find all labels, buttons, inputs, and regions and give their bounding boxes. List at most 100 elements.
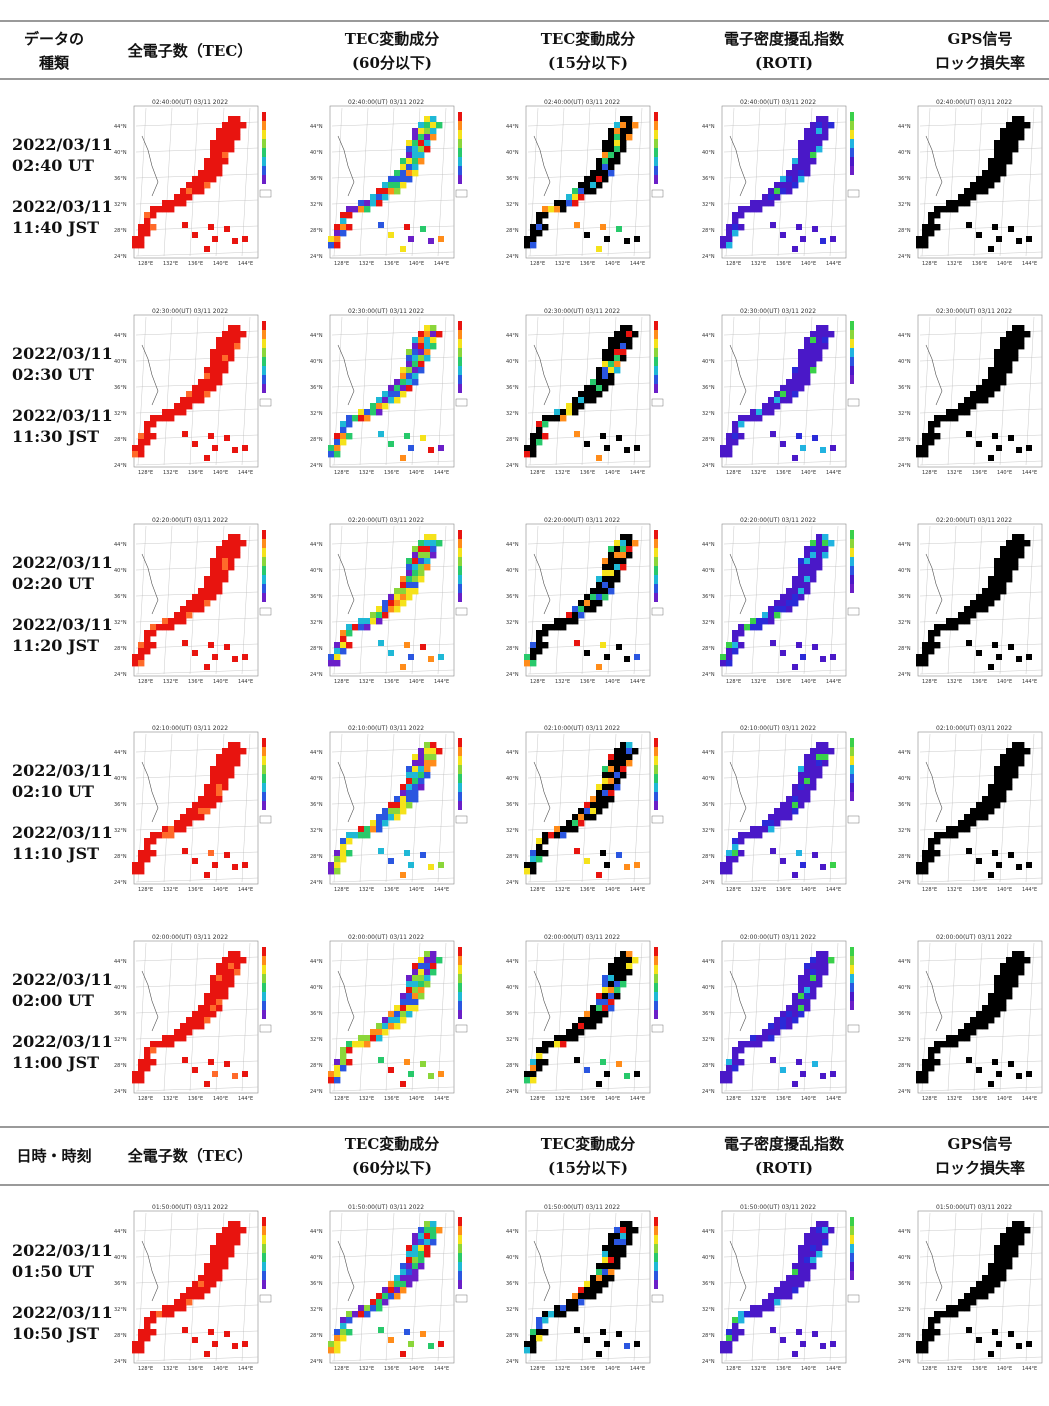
colorbar-swatch xyxy=(458,566,462,575)
data-cell xyxy=(970,606,977,613)
data-cell xyxy=(608,1269,615,1276)
colorbar-swatch xyxy=(850,765,854,774)
data-cell xyxy=(192,858,198,864)
data-cell xyxy=(412,373,419,380)
data-cell xyxy=(916,1347,923,1354)
data-cell xyxy=(976,600,983,607)
lat-label: 44°N xyxy=(114,959,127,965)
data-cell xyxy=(602,564,609,571)
data-cell xyxy=(376,612,383,619)
colorbar-swatch xyxy=(850,112,854,121)
lat-label: 28°N xyxy=(702,854,715,860)
data-cell xyxy=(222,784,229,791)
data-cell xyxy=(822,951,829,958)
data-cell xyxy=(584,600,591,607)
data-cell xyxy=(626,1233,633,1240)
mid-header-bottom-rule xyxy=(0,1184,1049,1186)
lat-label: 40°N xyxy=(310,1255,323,1261)
data-cell xyxy=(418,570,425,577)
colorbar-swatch xyxy=(458,321,462,330)
data-cell xyxy=(400,379,407,386)
data-cell xyxy=(1000,379,1007,386)
data-cell xyxy=(204,246,210,252)
data-cell xyxy=(994,140,1001,147)
data-cell xyxy=(958,820,965,827)
data-cell xyxy=(406,1257,413,1264)
data-cell xyxy=(334,654,341,661)
data-cell xyxy=(994,349,1001,356)
data-cell xyxy=(732,1323,739,1330)
data-cell xyxy=(234,1221,241,1228)
data-cell xyxy=(798,993,805,1000)
data-cell xyxy=(768,826,775,833)
data-cell xyxy=(334,242,341,249)
data-cell xyxy=(976,1011,983,1018)
data-cell xyxy=(210,778,217,785)
data-cell xyxy=(412,552,419,559)
data-cell xyxy=(132,451,139,458)
header-tec: 全電子数（TEC） xyxy=(127,1147,253,1165)
data-cell xyxy=(364,1041,371,1048)
data-cell xyxy=(1000,134,1007,141)
parallel-line xyxy=(135,199,259,205)
data-cell xyxy=(1006,1239,1013,1246)
meridian-line xyxy=(241,733,251,883)
data-cell xyxy=(584,1017,591,1024)
data-cell xyxy=(786,391,793,398)
data-cell xyxy=(596,588,603,595)
data-cell xyxy=(934,206,941,213)
lat-label: 28°N xyxy=(702,228,715,234)
data-cell xyxy=(1012,140,1019,147)
data-cell xyxy=(792,1011,799,1018)
data-cell xyxy=(590,379,597,386)
lon-label: 140°E xyxy=(409,470,424,475)
map-panel-lock: 02:40:00(UT) 03/11 2022 44°N 40°N 36°N 32°N 2… xyxy=(896,96,1049,266)
data-cell xyxy=(928,1059,935,1066)
data-cell xyxy=(964,1023,971,1030)
data-cell xyxy=(346,850,353,857)
data-cell xyxy=(242,236,248,242)
data-cell xyxy=(192,441,198,447)
data-cell xyxy=(970,1299,977,1306)
data-cell xyxy=(180,403,187,410)
data-cell xyxy=(994,379,1001,386)
data-cell xyxy=(1000,969,1007,976)
data-cell xyxy=(578,1293,585,1300)
data-cell xyxy=(232,656,238,662)
coastline xyxy=(533,135,551,197)
data-cell xyxy=(602,772,609,779)
data-cell xyxy=(792,999,799,1006)
data-cell xyxy=(240,122,247,129)
data-cell xyxy=(780,814,787,821)
parallel-line xyxy=(919,1356,1043,1362)
data-cells xyxy=(720,116,836,252)
lat-label: 44°N xyxy=(114,542,127,548)
lat-label: 40°N xyxy=(506,985,519,991)
lat-label: 36°N xyxy=(114,1281,127,1287)
data-cell xyxy=(578,391,585,398)
data-cell xyxy=(150,1047,157,1054)
data-cell xyxy=(946,206,953,213)
data-cell xyxy=(816,1251,823,1258)
data-cell xyxy=(804,373,811,380)
parallel-line xyxy=(527,617,651,623)
data-cell xyxy=(222,975,229,982)
data-cell xyxy=(1012,1227,1019,1234)
data-cell xyxy=(1000,164,1007,171)
data-cell xyxy=(180,397,187,404)
data-cell xyxy=(798,766,805,773)
data-cell xyxy=(382,188,389,195)
data-cell xyxy=(400,1011,407,1018)
data-cell xyxy=(542,421,549,428)
colorbar-swatch xyxy=(458,1262,462,1271)
data-cell xyxy=(162,1305,169,1312)
data-cell xyxy=(720,660,727,667)
lat-label: 24°N xyxy=(506,672,519,678)
data-cell xyxy=(744,832,751,839)
gnss-badge xyxy=(651,607,664,616)
lat-label: 32°N xyxy=(310,1307,323,1313)
data-cell xyxy=(732,1053,739,1060)
data-cell xyxy=(168,624,175,631)
data-cell xyxy=(216,999,223,1006)
data-cell xyxy=(626,343,633,350)
